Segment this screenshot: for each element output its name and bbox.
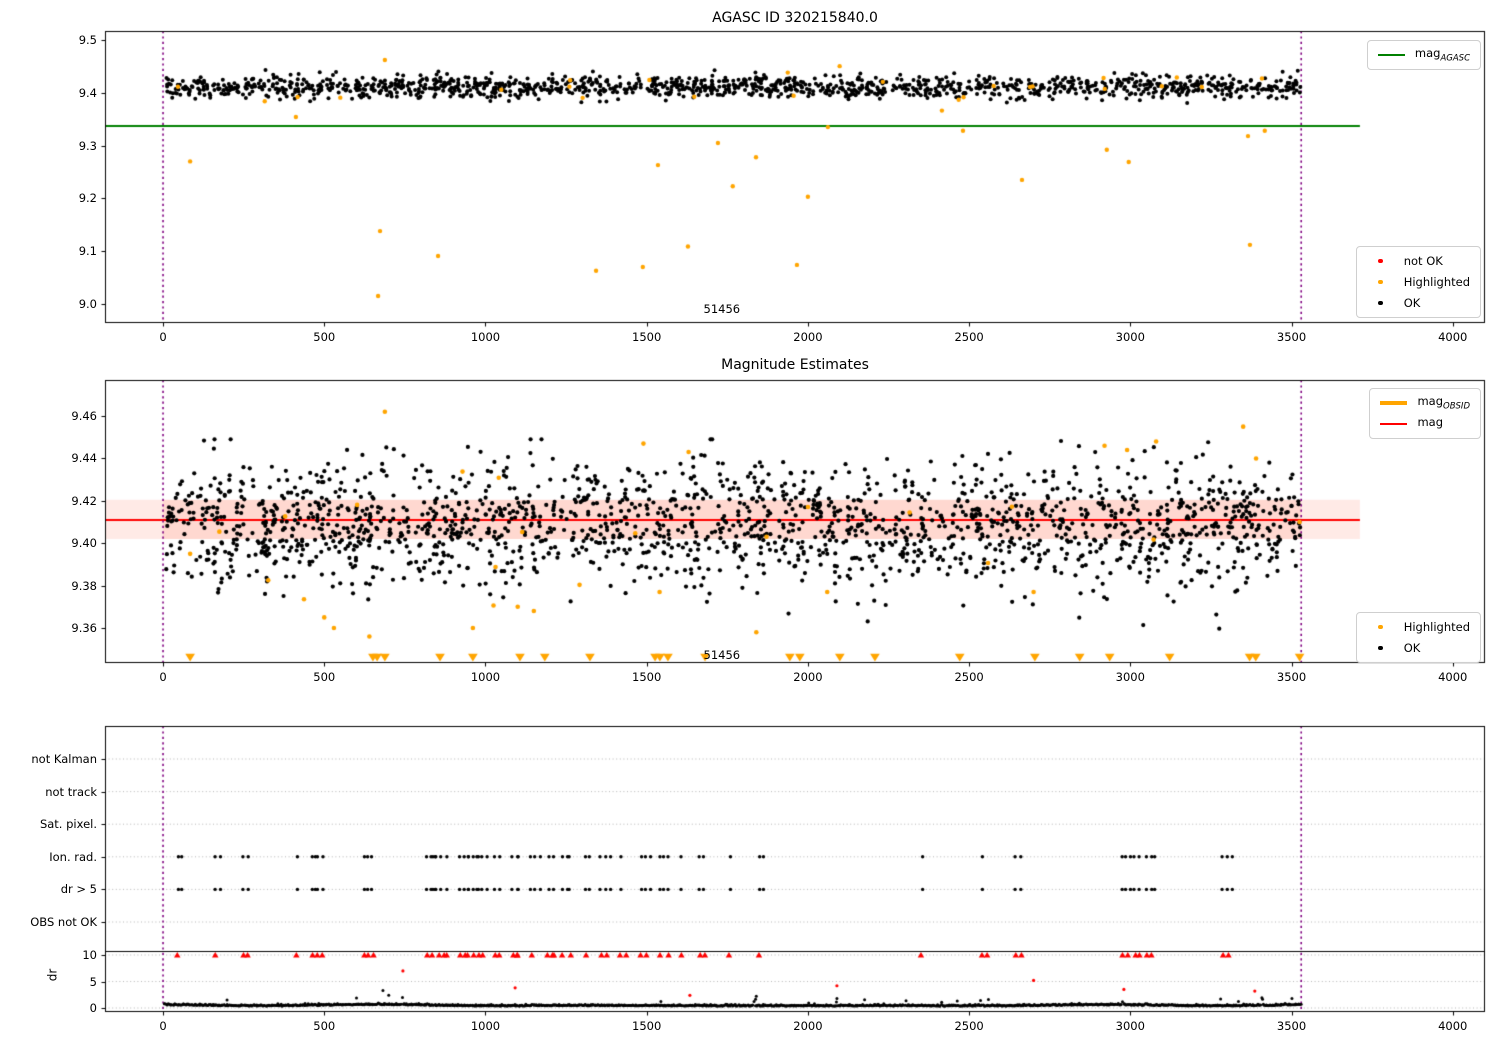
plot1-y-tick-label: 9.3 xyxy=(78,138,97,153)
green-line-icon xyxy=(1377,53,1405,57)
orange-dot-icon xyxy=(1377,279,1383,285)
plot1-x-tick-label: 0 xyxy=(159,330,167,344)
legend-mag-agasc: magAGASC xyxy=(1366,40,1481,70)
plot3-x-tick-label: 500 xyxy=(313,1019,336,1033)
plot1-x-tick-label: 1000 xyxy=(470,330,501,344)
legend-label: OK xyxy=(1403,296,1421,310)
legend-item-mag-obsid: magOBSID xyxy=(1380,394,1470,412)
plot1-x-tick-label: 3500 xyxy=(1276,330,1307,344)
red-dot-icon xyxy=(1377,258,1383,264)
legend-item-mag-agasc: magAGASC xyxy=(1377,46,1470,64)
highlighted-dot-icon xyxy=(1367,624,1394,630)
black-dot-icon xyxy=(1377,645,1383,651)
legend-item-not-ok: not OK xyxy=(1367,252,1470,270)
plot2-title: Magnitude Estimates xyxy=(721,357,869,373)
ok-dot-icon xyxy=(1367,645,1394,651)
plot2-x-tick-label: 4000 xyxy=(1438,670,1468,684)
plot3-row-label: Ion. rad. xyxy=(49,849,97,864)
legend-label: magOBSID xyxy=(1417,394,1470,412)
legend-item-mag: mag xyxy=(1380,415,1470,433)
plot1-x-tick-label: 2000 xyxy=(793,330,823,344)
orange-line-icon xyxy=(1380,401,1408,405)
plot2-x-tick-label: 2000 xyxy=(793,670,823,684)
plot1-x-tick-label: 2500 xyxy=(954,330,984,344)
legend-item-highlighted: Highlighted xyxy=(1367,273,1470,291)
plot3-dr-tick-label: 5 xyxy=(89,974,97,989)
plot3-x-tick-label: 1000 xyxy=(470,1019,501,1033)
plot3-row-label: dr > 5 xyxy=(60,882,97,897)
legend-mag-lines: magOBSID mag xyxy=(1369,388,1481,439)
plot2-y-tick-label: 9.46 xyxy=(71,409,97,424)
plot2-x-tick-label: 0 xyxy=(159,670,167,684)
mag-line-swatch xyxy=(1380,422,1408,426)
highlighted-dot-icon xyxy=(1367,279,1394,285)
plot1-x-tick-label: 500 xyxy=(313,330,336,344)
plot2-x-tick-label: 3000 xyxy=(1115,670,1145,684)
mag-obsid-line-swatch xyxy=(1380,401,1408,405)
plot3-x-tick-label: 3500 xyxy=(1276,1019,1307,1033)
plot2-y-tick-label: 9.44 xyxy=(71,451,97,466)
plot2-x-tick-label: 3500 xyxy=(1276,670,1307,684)
plot2-x-tick-label: 1000 xyxy=(470,670,501,684)
legend-label: OK xyxy=(1403,641,1421,655)
plot3-row-label: not Kalman xyxy=(31,752,97,766)
plot2-y-tick-label: 9.38 xyxy=(71,578,97,593)
ok-dot-icon xyxy=(1367,300,1394,306)
plot3-x-tick-label: 2000 xyxy=(793,1019,823,1033)
plot3-x-tick-label: 4000 xyxy=(1438,1019,1468,1033)
plot2-x-tick-label: 1500 xyxy=(632,670,662,684)
plot3-row-label: OBS not OK xyxy=(30,915,97,929)
legend-point-status: not OK Highlighted OK xyxy=(1355,246,1481,318)
plot3-row-label: not track xyxy=(45,784,97,799)
plot2-x-tick-label: 2500 xyxy=(954,670,984,684)
legend-label: mag xyxy=(1417,415,1444,430)
plot3-x-tick-label: 1500 xyxy=(632,1019,662,1033)
plot2-x-tick-label: 500 xyxy=(313,670,336,684)
plot1-title: AGASC ID 320215840.0 xyxy=(712,10,878,26)
legend-label: not OK xyxy=(1403,254,1443,268)
legend-label: Highlighted xyxy=(1403,620,1470,634)
plot1-obsid-label: 51456 xyxy=(703,302,741,317)
plot1-y-tick-label: 9.0 xyxy=(78,296,97,311)
legend-label: magAGASC xyxy=(1414,46,1470,64)
plot2-y-tick-label: 9.40 xyxy=(71,536,97,551)
plot3-x-tick-label: 0 xyxy=(159,1019,167,1033)
plot1-x-tick-label: 1500 xyxy=(632,330,662,344)
mag-agasc-line-swatch xyxy=(1377,53,1405,57)
legend-label: Highlighted xyxy=(1403,275,1470,289)
plot3-x-tick-label: 2500 xyxy=(954,1019,984,1033)
plot1-y-tick-label: 9.2 xyxy=(78,191,97,206)
not-ok-dot-icon xyxy=(1367,258,1394,264)
plot3-dr-tick-label: 0 xyxy=(89,1001,97,1015)
plot1-y-tick-label: 9.5 xyxy=(78,32,97,47)
legend-item-ok: OK xyxy=(1367,639,1470,657)
plot3-row-label: Sat. pixel. xyxy=(39,817,97,832)
orange-dot-icon xyxy=(1377,624,1383,630)
plot1-y-tick-label: 9.4 xyxy=(78,85,97,100)
plot3-x-tick-label: 3000 xyxy=(1115,1019,1145,1033)
plot1-x-tick-label: 3000 xyxy=(1115,330,1145,344)
plot1-y-tick-label: 9.1 xyxy=(78,244,97,259)
black-dot-icon xyxy=(1377,300,1383,306)
legend-item-ok: OK xyxy=(1367,294,1470,312)
plot2-obsid-label: 51456 xyxy=(703,647,741,662)
plot1-x-tick-label: 4000 xyxy=(1438,330,1468,344)
plot2-y-tick-label: 9.36 xyxy=(71,621,97,636)
plot3-dr-tick-label: 10 xyxy=(82,948,97,962)
plot2-y-tick-label: 9.42 xyxy=(71,493,97,508)
red-line-icon xyxy=(1380,422,1408,426)
legend-point-status-2: Highlighted OK xyxy=(1355,612,1481,663)
legend-item-highlighted: Highlighted xyxy=(1367,618,1470,636)
